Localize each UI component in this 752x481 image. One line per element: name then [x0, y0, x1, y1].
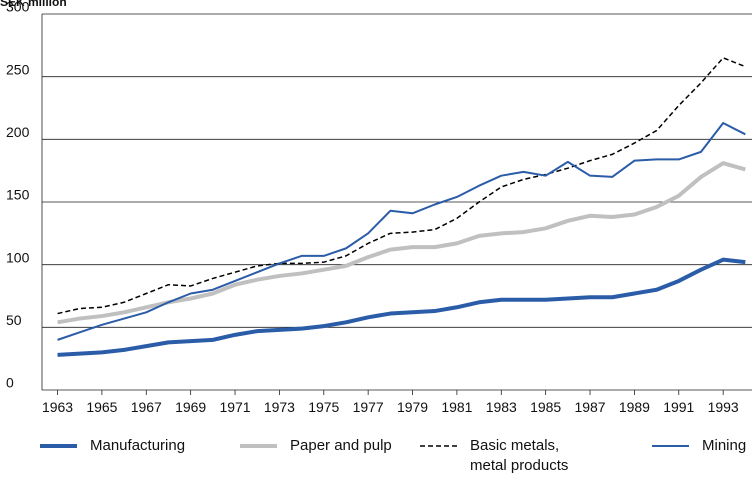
x-tick-label: 1983	[486, 399, 517, 415]
legend-label: Basic metals, metal products	[470, 437, 569, 474]
x-tick-label: 1987	[574, 399, 605, 415]
y-axis-label: SEK million	[0, 0, 67, 9]
y-tick-label: 200	[6, 124, 30, 140]
x-tick-label: 1971	[219, 399, 250, 415]
x-tick-label: 1993	[708, 399, 739, 415]
y-tick-label: 300	[6, 0, 30, 15]
legend-label: Paper and pulp	[290, 437, 392, 454]
legend-label: Mining	[702, 437, 747, 454]
series-line	[57, 161, 746, 325]
x-tick-label: 1981	[441, 399, 472, 415]
y-tick-label: 150	[6, 187, 30, 203]
y-tick-label: 100	[6, 249, 30, 265]
series-line	[57, 57, 746, 315]
x-tick-label: 1989	[619, 399, 650, 415]
y-tick-label: 50	[6, 312, 22, 328]
y-tick-label: 0	[6, 375, 14, 391]
x-tick-label: 1967	[131, 399, 162, 415]
x-tick-label: 1985	[530, 399, 561, 415]
x-tick-label: 1963	[42, 399, 73, 415]
x-tick-label: 1969	[175, 399, 206, 415]
y-tick-label: 250	[6, 61, 30, 77]
series-line	[57, 257, 746, 357]
x-tick-label: 1977	[353, 399, 384, 415]
x-tick-label: 1979	[397, 399, 428, 415]
x-tick-label: 1973	[264, 399, 295, 415]
series-line	[57, 122, 746, 341]
legend-label: Manufacturing	[90, 437, 186, 454]
x-tick-label: 1975	[308, 399, 339, 415]
x-tick-label: 1991	[663, 399, 694, 415]
x-tick-label: 1965	[86, 399, 117, 415]
